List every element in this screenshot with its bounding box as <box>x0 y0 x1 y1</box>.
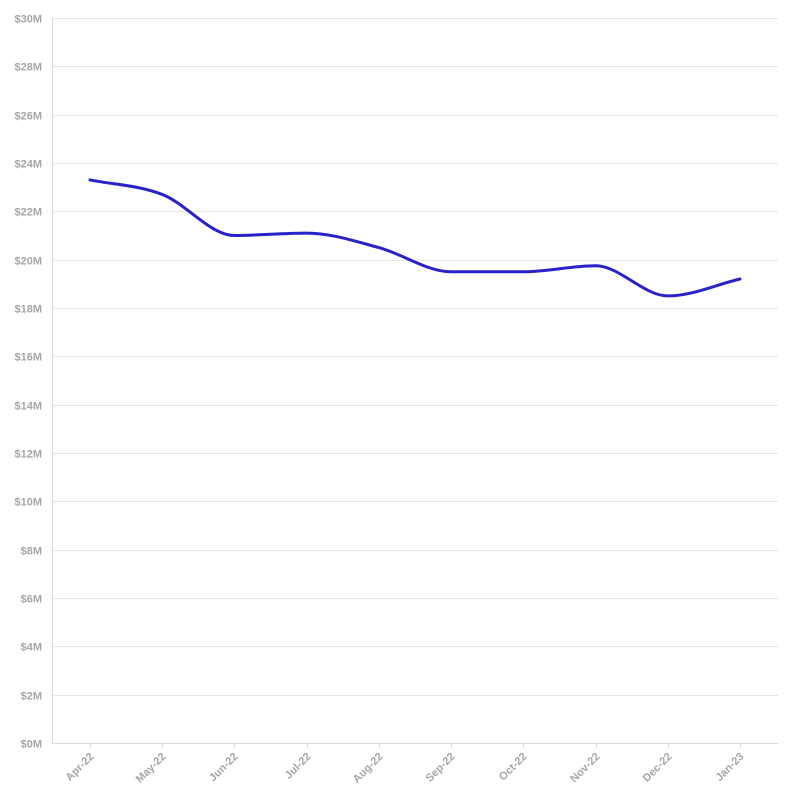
data-point[interactable] <box>664 292 672 300</box>
x-tick-label: Jul-22 <box>283 751 314 782</box>
axes <box>52 18 741 748</box>
data-point[interactable] <box>375 244 383 252</box>
x-tick-label: Sep-22 <box>424 751 458 785</box>
y-tick-label: $16M <box>14 352 42 364</box>
x-tick-label: Oct-22 <box>497 751 530 784</box>
y-axis-tick-labels: $0M $2M $4M $6M $8M $10M $12M $14M $16M $18M $20M $… <box>14 14 42 751</box>
x-tick-label: Aug-22 <box>351 751 386 786</box>
data-point[interactable] <box>158 190 166 198</box>
y-tick-label: $12M <box>14 449 42 461</box>
x-tick-label: Jun-22 <box>207 751 241 785</box>
x-tick-label: Apr-22 <box>63 751 96 784</box>
data-point[interactable] <box>592 262 600 270</box>
y-tick-label: $20M <box>14 256 42 268</box>
x-tick-label: Dec-22 <box>641 751 675 785</box>
x-tick-label: Nov-22 <box>568 751 602 785</box>
data-point[interactable] <box>736 275 744 283</box>
y-tick-label: $2M <box>21 691 42 703</box>
data-point[interactable] <box>303 229 311 237</box>
y-tick-label: $8M <box>21 546 42 558</box>
data-point[interactable] <box>86 176 94 184</box>
series-layer <box>86 176 744 300</box>
data-point[interactable] <box>447 268 455 276</box>
y-tick-label: $14M <box>14 401 42 413</box>
x-tick-label: May-22 <box>134 751 169 786</box>
y-tick-label: $24M <box>14 159 42 171</box>
y-tick-label: $26M <box>14 111 42 123</box>
x-tick-label: Jan-23 <box>713 751 746 784</box>
y-tick-label: $18M <box>14 304 42 316</box>
x-axis-tick-labels: Apr-22 May-22 Jun-22 Jul-22 Aug-22 Sep-22 Oct-… <box>63 751 746 786</box>
y-tick-label: $0M <box>21 739 42 751</box>
y-tick-label: $10M <box>14 497 42 509</box>
y-tick-label: $28M <box>14 62 42 74</box>
y-tick-label: $6M <box>21 594 42 606</box>
y-tick-label: $30M <box>14 14 42 26</box>
data-point[interactable] <box>519 268 527 276</box>
gridlines <box>52 18 778 744</box>
y-tick-label: $4M <box>21 642 42 654</box>
y-tick-label: $22M <box>14 207 42 219</box>
data-point[interactable] <box>230 232 238 240</box>
series-line <box>88 178 742 298</box>
